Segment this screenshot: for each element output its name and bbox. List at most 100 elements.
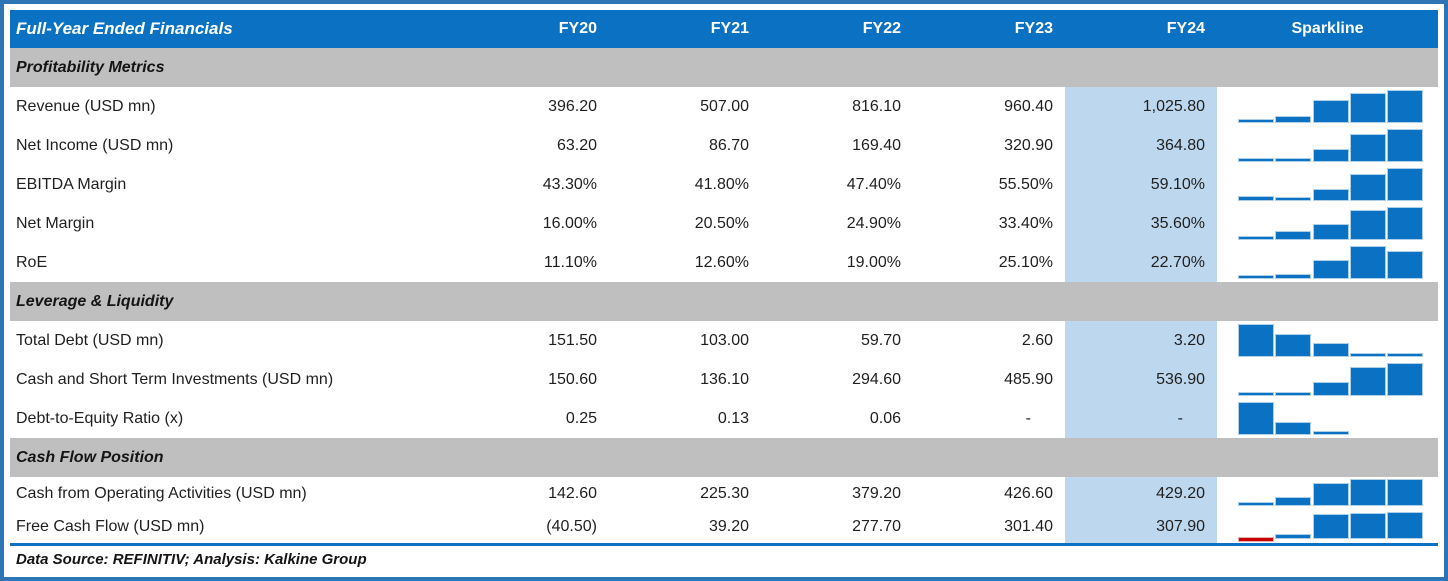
table-row: Revenue (USD mn) 396.20 507.00 816.10 960.40… <box>10 87 1438 126</box>
sparkline-slot <box>1388 87 1422 126</box>
col-header-fy20: FY20 <box>558 20 597 37</box>
value-cell-fy21: 86.70 <box>708 136 749 154</box>
sparkline-slot <box>1350 126 1385 165</box>
source-note: Data Source: REFINITIV; Analysis: Kalkin… <box>16 551 367 568</box>
sparkline-bar <box>1350 354 1385 356</box>
sparkline-slot <box>1313 399 1348 438</box>
sparkline-bar <box>1313 190 1348 200</box>
value-cell-fy20: (40.50) <box>546 517 597 535</box>
sparkline-bar <box>1239 403 1273 434</box>
sparkline-bar <box>1388 480 1422 505</box>
section-header: Leverage & Liquidity <box>10 282 1438 321</box>
sparkline <box>1217 477 1438 510</box>
sparkline-slot <box>1313 87 1348 126</box>
sparkline-bar <box>1239 120 1273 122</box>
value-cell-fy23: 320.90 <box>1004 136 1053 154</box>
col-header-fy24: FY24 <box>1166 20 1205 37</box>
sparkline-bar <box>1239 325 1273 356</box>
row-label: Revenue (USD mn) <box>16 97 156 115</box>
sparkline-slot <box>1350 204 1385 243</box>
sparkline-slot <box>1388 477 1422 510</box>
value-cell-fy21: 136.10 <box>700 370 749 388</box>
value-cell-fy21: 20.50% <box>694 214 749 232</box>
sparkline-bar <box>1313 101 1348 122</box>
sparkline-bar <box>1313 383 1348 395</box>
sparkline-slot <box>1388 204 1422 243</box>
sparkline-slot <box>1350 510 1385 543</box>
table-row: Net Margin 16.00% 20.50% 24.90% 33.40% 35.60% <box>10 204 1438 243</box>
col-header-fy23: FY23 <box>1014 20 1053 37</box>
sparkline-slot <box>1239 399 1273 438</box>
table-row: Total Debt (USD mn) 151.50 103.00 59.70 2.60… <box>10 321 1438 360</box>
sparkline-slot <box>1239 87 1273 126</box>
value-cell-fy23: 301.40 <box>1004 517 1053 535</box>
section-label: Cash Flow Position <box>16 448 164 466</box>
section-header: Profitability Metrics <box>10 48 1438 87</box>
value-cell-fy24: 536.90 <box>1065 360 1217 399</box>
sparkline-slot <box>1276 243 1311 282</box>
sparkline-slot <box>1388 126 1422 165</box>
sparkline-bar <box>1388 91 1422 122</box>
sparkline-bar <box>1313 515 1348 538</box>
value-cell-fy20: 151.50 <box>548 331 597 349</box>
value-cell-fy22: 379.20 <box>852 484 901 502</box>
value-cell-fy21: 41.80% <box>694 175 749 193</box>
value-cell-fy24: 35.60% <box>1065 204 1217 243</box>
value-cell-fy24: 307.90 <box>1065 510 1217 543</box>
sparkline-slot <box>1276 204 1311 243</box>
sparkline <box>1217 360 1438 399</box>
sparkline-bar <box>1313 150 1348 161</box>
sparkline-slot <box>1239 204 1273 243</box>
sparkline-bar <box>1276 423 1311 434</box>
sparkline-slot <box>1276 399 1311 438</box>
sparkline-slot <box>1276 360 1311 399</box>
value-cell-fy23: 426.60 <box>1004 484 1053 502</box>
sparkline-slot <box>1276 321 1311 360</box>
sparkline-bar <box>1350 514 1385 538</box>
sparkline-bar <box>1313 344 1348 356</box>
sparkline-bar <box>1276 335 1311 356</box>
value-cell-fy21: 0.13 <box>717 409 749 427</box>
value-cell-fy23: 55.50% <box>998 175 1053 193</box>
value-cell-fy23: 25.10% <box>998 253 1053 271</box>
value-cell-fy22: 816.10 <box>852 97 901 115</box>
value-cell-fy22: 59.70 <box>860 331 901 349</box>
row-label: Total Debt (USD mn) <box>16 331 164 349</box>
sparkline-slot <box>1388 360 1422 399</box>
value-cell-fy20: 63.20 <box>556 136 597 154</box>
sparkline-slot <box>1313 165 1348 204</box>
value-cell-fy20: 142.60 <box>548 484 597 502</box>
row-label: Cash from Operating Activities (USD mn) <box>16 484 307 502</box>
value-cell-fy20: 396.20 <box>548 97 597 115</box>
sparkline-slot <box>1239 126 1273 165</box>
sparkline <box>1217 321 1438 360</box>
value-cell-fy22: 0.06 <box>869 409 901 427</box>
sparkline-bar <box>1313 432 1348 434</box>
sparkline-bar <box>1239 503 1273 505</box>
sparkline-bar <box>1350 175 1385 200</box>
sparkline-bar <box>1350 211 1385 239</box>
table-header-row: Full-Year Ended Financials FY20 FY21 FY2… <box>10 10 1438 48</box>
sparkline-slot <box>1276 510 1311 543</box>
value-cell-fy23: - <box>1025 409 1031 427</box>
row-label: EBITDA Margin <box>16 175 127 193</box>
table-row: Net Income (USD mn) 63.20 86.70 169.40 320.9… <box>10 126 1438 165</box>
sparkline-slot <box>1313 360 1348 399</box>
row-label: RoE <box>16 253 48 271</box>
sparkline-slot <box>1388 243 1422 282</box>
sparkline-bar <box>1276 159 1311 161</box>
value-cell-fy24: 3.20 <box>1065 321 1217 360</box>
col-header-fy21: FY21 <box>710 20 749 37</box>
sparkline-slot <box>1350 477 1385 510</box>
value-cell-fy23: 33.40% <box>998 214 1053 232</box>
value-cell-fy21: 225.30 <box>700 484 749 502</box>
sparkline-bar <box>1239 393 1273 395</box>
value-cell-fy23: 485.90 <box>1004 370 1053 388</box>
value-cell-fy21: 39.20 <box>708 517 749 535</box>
value-cell-fy22: 24.90% <box>846 214 901 232</box>
table-row: EBITDA Margin 43.30% 41.80% 47.40% 55.50% 59.… <box>10 165 1438 204</box>
value-cell-fy21: 12.60% <box>694 253 749 271</box>
row-label: Cash and Short Term Investments (USD mn) <box>16 370 334 388</box>
row-label: Net Margin <box>16 214 95 232</box>
sparkline-slot <box>1350 87 1385 126</box>
